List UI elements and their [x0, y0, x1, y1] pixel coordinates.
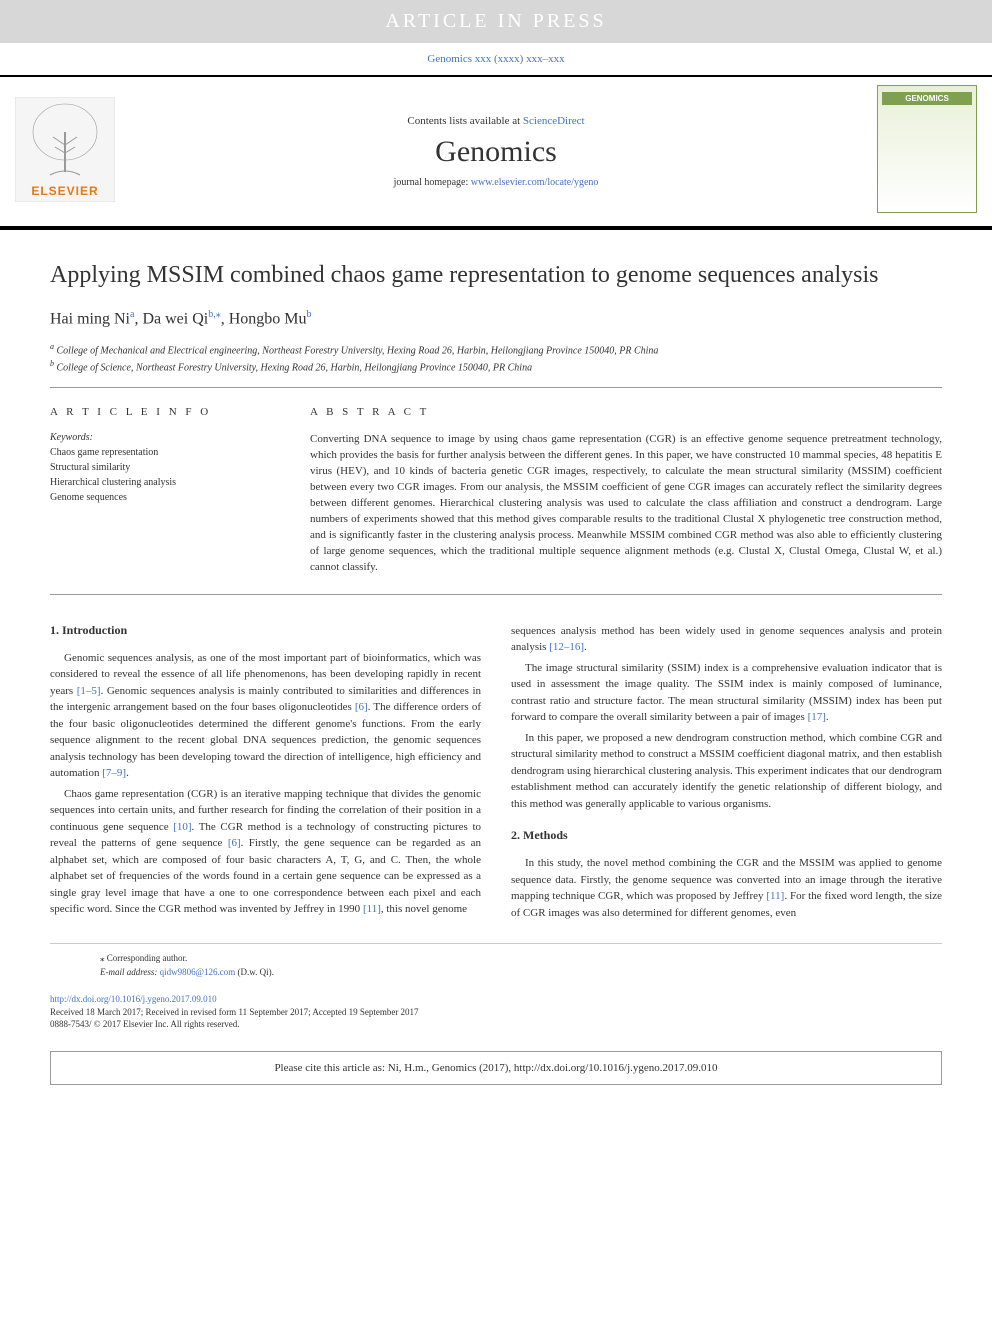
footnotes: ⁎ Corresponding author. E-mail address: …	[50, 943, 942, 987]
homepage-link[interactable]: www.elsevier.com/locate/ygeno	[471, 177, 599, 188]
author-2-corr[interactable]: ⁎	[216, 309, 221, 320]
abstract: A B S T R A C T Converting DNA sequence …	[310, 406, 942, 575]
corresponding-author-note: ⁎ Corresponding author.	[100, 952, 892, 966]
keyword: Genome sequences	[50, 490, 280, 505]
article-info-heading: A R T I C L E I N F O	[50, 406, 280, 418]
col2-para-1: sequences analysis method has been widel…	[511, 623, 942, 656]
abstract-text: Converting DNA sequence to image by usin…	[310, 432, 942, 575]
keyword: Structural similarity	[50, 460, 280, 475]
methods-para-1: In this study, the novel method combinin…	[511, 855, 942, 921]
affiliation-b: b College of Science, Northeast Forestry…	[50, 358, 942, 375]
ref-link[interactable]: [6]	[228, 837, 241, 849]
methods-heading: 2. Methods	[511, 828, 942, 843]
genomics-cover-label: GENOMICS	[882, 92, 972, 105]
body-col-left: 1. Introduction Genomic sequences analys…	[50, 623, 481, 926]
ref-link[interactable]: [12–16]	[549, 641, 584, 653]
email-link[interactable]: qidw9806@126.com	[160, 967, 236, 977]
copyright-line: 0888-7543/ © 2017 Elsevier Inc. All righ…	[50, 1018, 942, 1031]
affiliation-a: a College of Mechanical and Electrical e…	[50, 341, 942, 358]
contents-line: Contents lists available at ScienceDirec…	[130, 115, 862, 127]
email-line: E-mail address: qidw9806@126.com (D.w. Q…	[100, 966, 892, 980]
author-1: Hai ming Ni	[50, 311, 130, 328]
author-2: Da wei Qi	[142, 311, 208, 328]
ref-link[interactable]: [17]	[808, 711, 826, 723]
journal-reference: Genomics xxx (xxxx) xxx–xxx	[0, 43, 992, 75]
col2-para-3: In this paper, we proposed a new dendrog…	[511, 730, 942, 813]
ref-link[interactable]: [7–9]	[102, 767, 126, 779]
elsevier-text: ELSEVIER	[31, 184, 98, 198]
keyword: Hierarchical clustering analysis	[50, 475, 280, 490]
keyword: Chaos game representation	[50, 445, 280, 460]
article-title: Applying MSSIM combined chaos game repre…	[0, 230, 992, 301]
body-columns: 1. Introduction Genomic sequences analys…	[0, 595, 992, 944]
intro-heading: 1. Introduction	[50, 623, 481, 638]
ref-link[interactable]: [11]	[363, 903, 381, 915]
author-list: Hai ming Nia, Da wei Qib,⁎, Hongbo Mub	[0, 301, 992, 336]
journal-cover-block: GENOMICS	[862, 85, 992, 218]
journal-title: Genomics	[130, 135, 862, 169]
info-abstract-row: A R T I C L E I N F O Keywords: Chaos ga…	[50, 387, 942, 594]
publisher-logo-block: ELSEVIER	[0, 97, 130, 207]
journal-ref-link[interactable]: Genomics xxx (xxxx) xxx–xxx	[427, 53, 564, 65]
genomics-cover-icon: GENOMICS	[877, 85, 977, 213]
body-col-right: sequences analysis method has been widel…	[511, 623, 942, 926]
author-2-aff[interactable]: b,	[208, 309, 216, 320]
ref-link[interactable]: [1–5]	[77, 685, 101, 697]
ref-link[interactable]: [6]	[355, 701, 368, 713]
doi-block: http://dx.doi.org/10.1016/j.ygeno.2017.0…	[0, 987, 992, 1037]
keywords-list: Chaos game representation Structural sim…	[50, 445, 280, 505]
article-info: A R T I C L E I N F O Keywords: Chaos ga…	[50, 406, 310, 575]
col2-para-2: The image structural similarity (SSIM) i…	[511, 660, 942, 726]
intro-para-2: Chaos game representation (CGR) is an it…	[50, 786, 481, 918]
article-in-press-banner: ARTICLE IN PRESS	[0, 0, 992, 43]
author-1-aff[interactable]: a	[130, 309, 134, 320]
author-3-aff[interactable]: b	[307, 309, 312, 320]
masthead: ELSEVIER Contents lists available at Sci…	[0, 75, 992, 230]
intro-para-1: Genomic sequences analysis, as one of th…	[50, 650, 481, 782]
contents-prefix: Contents lists available at	[407, 115, 522, 127]
abstract-heading: A B S T R A C T	[310, 406, 942, 418]
ref-link[interactable]: [10]	[173, 821, 191, 833]
keywords-label: Keywords:	[50, 432, 280, 443]
received-dates: Received 18 March 2017; Received in revi…	[50, 1006, 942, 1019]
ref-link[interactable]: [11]	[766, 890, 784, 902]
elsevier-tree-icon: ELSEVIER	[15, 97, 115, 207]
masthead-center: Contents lists available at ScienceDirec…	[130, 115, 862, 188]
homepage-line: journal homepage: www.elsevier.com/locat…	[130, 177, 862, 188]
homepage-prefix: journal homepage:	[394, 177, 471, 188]
cite-box: Please cite this article as: Ni, H.m., G…	[50, 1051, 942, 1085]
sciencedirect-link[interactable]: ScienceDirect	[523, 115, 585, 127]
author-3: Hongbo Mu	[229, 311, 307, 328]
affiliations: a College of Mechanical and Electrical e…	[0, 337, 992, 388]
doi-link[interactable]: http://dx.doi.org/10.1016/j.ygeno.2017.0…	[50, 994, 217, 1004]
